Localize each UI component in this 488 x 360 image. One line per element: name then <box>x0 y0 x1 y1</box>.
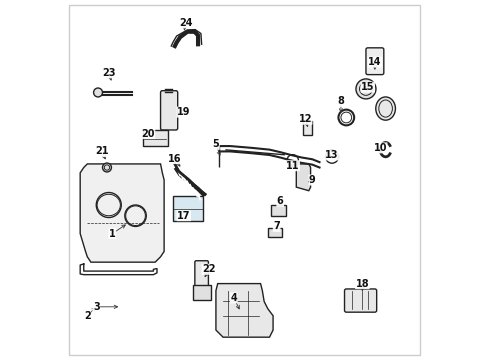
Polygon shape <box>296 164 310 191</box>
Text: 19: 19 <box>177 107 190 117</box>
Bar <box>267 228 282 237</box>
Text: 23: 23 <box>102 68 115 78</box>
Bar <box>271 205 285 216</box>
Ellipse shape <box>102 163 111 172</box>
Text: 3: 3 <box>93 302 100 312</box>
Text: 21: 21 <box>95 147 108 157</box>
Bar <box>142 130 167 146</box>
Text: 2: 2 <box>84 311 90 321</box>
Text: 13: 13 <box>325 150 338 160</box>
Bar <box>192 285 210 300</box>
PathPatch shape <box>216 284 272 337</box>
FancyBboxPatch shape <box>194 261 208 291</box>
Text: 4: 4 <box>230 293 237 303</box>
Text: 1: 1 <box>109 229 116 239</box>
FancyBboxPatch shape <box>365 48 383 75</box>
Circle shape <box>355 79 375 99</box>
Ellipse shape <box>375 97 395 120</box>
Text: 18: 18 <box>355 279 368 289</box>
Text: 11: 11 <box>285 161 299 171</box>
Bar <box>303 121 312 135</box>
Text: 9: 9 <box>308 175 315 185</box>
Text: 12: 12 <box>298 114 311 124</box>
Text: 24: 24 <box>179 18 192 28</box>
Ellipse shape <box>93 88 102 97</box>
Text: 22: 22 <box>202 264 215 274</box>
Bar <box>173 196 203 221</box>
Text: 17: 17 <box>177 211 190 221</box>
Text: 7: 7 <box>273 221 280 231</box>
Text: 16: 16 <box>168 154 181 163</box>
Text: 8: 8 <box>337 96 344 107</box>
FancyBboxPatch shape <box>160 91 177 130</box>
Text: 20: 20 <box>141 129 155 139</box>
Text: 5: 5 <box>212 139 219 149</box>
Text: 6: 6 <box>276 197 283 206</box>
Text: 14: 14 <box>367 57 381 67</box>
PathPatch shape <box>80 164 164 262</box>
Text: 15: 15 <box>360 82 374 92</box>
Text: 10: 10 <box>373 143 386 153</box>
FancyBboxPatch shape <box>344 289 376 312</box>
